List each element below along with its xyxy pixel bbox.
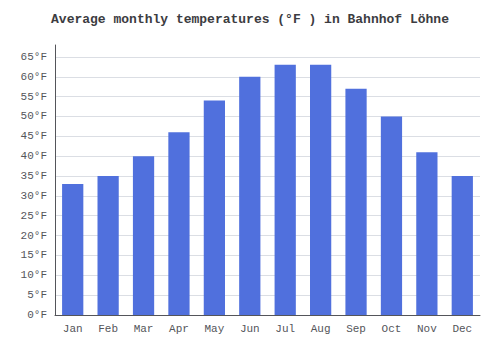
svg-text:0°F: 0°F	[27, 309, 47, 321]
svg-text:50°F: 50°F	[21, 110, 47, 122]
svg-text:Dec: Dec	[452, 323, 472, 335]
svg-text:Jul: Jul	[275, 323, 295, 335]
svg-text:20°F: 20°F	[21, 230, 47, 242]
svg-text:Sep: Sep	[346, 323, 366, 335]
svg-text:65°F: 65°F	[21, 51, 47, 63]
svg-text:10°F: 10°F	[21, 269, 47, 281]
svg-text:Average monthly temperatures (: Average monthly temperatures (°F ) in Ba…	[51, 12, 449, 27]
svg-text:Aug: Aug	[311, 323, 331, 335]
svg-text:30°F: 30°F	[21, 190, 47, 202]
svg-text:May: May	[204, 323, 224, 335]
svg-text:Nov: Nov	[417, 323, 437, 335]
svg-text:Jun: Jun	[240, 323, 260, 335]
svg-text:Feb: Feb	[98, 323, 118, 335]
svg-text:Apr: Apr	[169, 323, 189, 335]
svg-text:45°F: 45°F	[21, 130, 47, 142]
svg-text:Oct: Oct	[382, 323, 402, 335]
svg-text:15°F: 15°F	[21, 249, 47, 261]
svg-text:5°F: 5°F	[27, 289, 47, 301]
svg-text:40°F: 40°F	[21, 150, 47, 162]
svg-text:25°F: 25°F	[21, 210, 47, 222]
svg-text:60°F: 60°F	[21, 71, 47, 83]
svg-text:Mar: Mar	[134, 323, 154, 335]
svg-text:35°F: 35°F	[21, 170, 47, 182]
svg-text:55°F: 55°F	[21, 91, 47, 103]
svg-text:Jan: Jan	[63, 323, 83, 335]
